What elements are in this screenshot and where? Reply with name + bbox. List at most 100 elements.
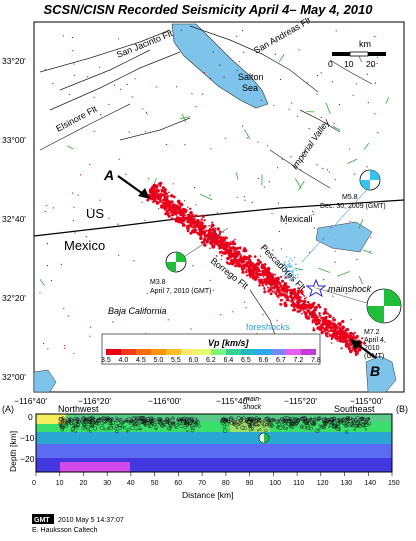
- quake-point: [203, 243, 207, 247]
- section-hypocenter: [264, 416, 269, 421]
- section-hypocenter: [344, 424, 348, 427]
- section-hypocenter: [251, 420, 255, 424]
- quake-point: [260, 278, 264, 282]
- foreshock-point: [285, 265, 287, 267]
- section-hypocenter: [113, 420, 116, 423]
- background-quake: [232, 311, 234, 313]
- section-xlabel: Distance [km]: [182, 490, 234, 500]
- laguna-salada: [315, 221, 373, 253]
- section-southeast: Southeast: [334, 404, 375, 414]
- background-quake: [320, 72, 322, 74]
- quake-point: [175, 211, 177, 214]
- section-hypocenter: [116, 424, 119, 427]
- section-hypocenter: [235, 426, 239, 429]
- lat-tick: 32°20': [2, 293, 26, 303]
- section-hypocenter: [271, 418, 275, 422]
- quake-point: [228, 252, 231, 255]
- background-quake: [334, 261, 336, 263]
- quake-point: [282, 293, 285, 297]
- lake-west: [33, 369, 57, 393]
- section-hypocenter: [262, 419, 266, 422]
- quake-point: [189, 211, 193, 215]
- quake-point: [258, 284, 261, 287]
- background-quake: [108, 103, 110, 105]
- background-quake: [64, 347, 66, 349]
- quake-point: [311, 311, 316, 316]
- section-hypocenter: [309, 418, 313, 422]
- quake-point: [169, 212, 172, 214]
- background-quake: [144, 131, 146, 133]
- quake-point: [160, 204, 164, 208]
- quake-point: [353, 331, 356, 334]
- quake-point: [348, 340, 351, 342]
- section-hypocenter: [81, 416, 86, 421]
- quake-point: [262, 272, 266, 277]
- section-hypocenter: [160, 424, 164, 428]
- quake-point: [277, 289, 281, 292]
- background-quake: [349, 148, 351, 150]
- quake-point: [332, 318, 335, 321]
- section-hypocenter: [321, 424, 326, 429]
- event-m38-mag: M3.8: [150, 279, 166, 286]
- quake-point: [222, 247, 225, 250]
- quake-point: [318, 305, 322, 309]
- section-hypocenter: [354, 425, 357, 428]
- section-hypocenter: [254, 422, 259, 427]
- foreshock-point: [292, 273, 295, 276]
- quake-point: [224, 236, 227, 239]
- x-tick-label: 120: [317, 480, 329, 487]
- section-hypocenter: [274, 418, 277, 421]
- background-quake: [141, 201, 143, 203]
- quake-point: [227, 262, 229, 265]
- cross-section-panel: (A) (B) Northwest Southeast main- shock …: [2, 396, 408, 500]
- quake-point: [156, 195, 160, 199]
- background-quake: [223, 76, 225, 78]
- section-hypocenter: [350, 417, 354, 421]
- background-quake: [63, 308, 65, 310]
- section-hypocenter: [361, 422, 366, 427]
- quake-point: [336, 340, 339, 342]
- quake-point: [226, 244, 230, 248]
- quake-point: [155, 184, 159, 188]
- quake-point: [251, 276, 255, 280]
- section-hypocenter: [99, 425, 105, 431]
- quake-point: [347, 343, 350, 346]
- quake-point: [342, 338, 345, 341]
- section-hypocenter: [290, 425, 295, 429]
- quake-point: [209, 247, 211, 250]
- section-hypocenter: [175, 426, 179, 429]
- quake-point: [277, 283, 279, 286]
- section-hypocenter: [271, 417, 275, 422]
- background-quake: [366, 166, 368, 168]
- section-hypocenter: [174, 425, 177, 428]
- x-tick-label: 70: [198, 480, 206, 487]
- section-hypocenter: [289, 422, 293, 426]
- section-hypocenter: [282, 425, 285, 428]
- section-hypocenter: [350, 424, 353, 428]
- quake-point: [281, 279, 284, 283]
- event-m72-l4: (GMT): [364, 353, 384, 360]
- quake-point: [252, 269, 256, 273]
- quake-point: [349, 343, 352, 345]
- background-quake: [236, 69, 238, 71]
- background-quake: [219, 64, 221, 66]
- colorbar-swatch: [286, 349, 301, 355]
- quake-point: [269, 292, 273, 296]
- section-hypocenter: [300, 417, 306, 422]
- section-hypocenter: [105, 418, 108, 421]
- section-hypocenter: [338, 417, 343, 423]
- background-quake: [376, 62, 378, 65]
- section-hypocenter: [86, 427, 91, 432]
- quake-point: [216, 227, 220, 231]
- background-quake: [68, 93, 70, 96]
- lon-tick: −116°00': [148, 396, 181, 406]
- foreshock-point: [291, 274, 293, 276]
- section-hypocenter: [131, 416, 136, 421]
- event-m72-l2: April 4,: [364, 337, 386, 344]
- quake-point: [245, 268, 248, 271]
- fault-segment: [362, 249, 373, 255]
- quake-point: [150, 193, 155, 198]
- section-hypocenter: [150, 421, 155, 426]
- background-quake: [73, 352, 75, 354]
- quake-point: [209, 237, 212, 239]
